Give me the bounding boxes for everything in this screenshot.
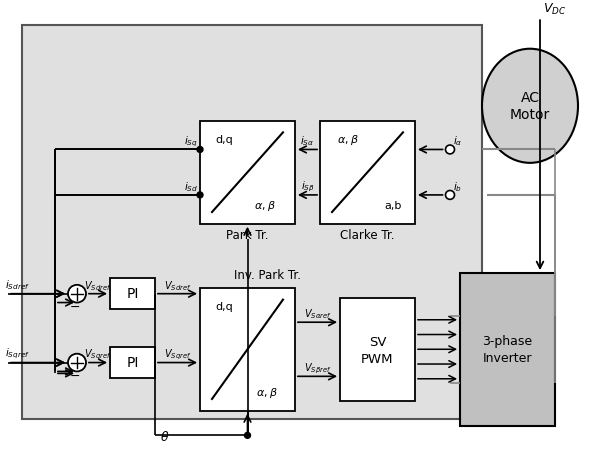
- Text: SV: SV: [369, 336, 386, 349]
- Bar: [22, 25, 482, 419]
- Bar: [200, 288, 295, 411]
- Circle shape: [445, 191, 455, 199]
- Text: Motor: Motor: [510, 108, 550, 122]
- Text: d,q: d,q: [215, 303, 233, 313]
- Text: $V_{Sqref}$: $V_{Sqref}$: [164, 347, 191, 362]
- Text: −: −: [70, 301, 80, 314]
- Text: $\theta$: $\theta$: [160, 430, 169, 444]
- Text: $\alpha,\beta$: $\alpha,\beta$: [256, 386, 278, 400]
- Text: $V_{DC}$: $V_{DC}$: [543, 2, 566, 17]
- Bar: [340, 298, 415, 401]
- Text: $i_\alpha$: $i_\alpha$: [453, 135, 463, 149]
- Circle shape: [197, 147, 203, 153]
- Text: Clarke Tr.: Clarke Tr.: [340, 229, 395, 242]
- Text: $\alpha,\beta$: $\alpha,\beta$: [337, 133, 359, 147]
- Text: $V_{S\alpha ref}$: $V_{S\alpha ref}$: [304, 308, 331, 321]
- Text: $i_{Sd}$: $i_{Sd}$: [184, 180, 198, 194]
- Bar: [200, 121, 295, 224]
- Bar: [110, 278, 155, 309]
- Text: $i_{Sq}$: $i_{Sq}$: [184, 134, 198, 149]
- Bar: [320, 121, 415, 224]
- Text: $V_{Sdref}$: $V_{Sdref}$: [84, 279, 112, 293]
- Text: AC: AC: [521, 91, 539, 105]
- Text: PI: PI: [127, 287, 139, 301]
- Text: $V_{S\beta ref}$: $V_{S\beta ref}$: [304, 361, 331, 376]
- Text: Park Tr.: Park Tr.: [226, 229, 269, 242]
- Text: PWM: PWM: [361, 353, 394, 366]
- Text: $i_{S\beta}$: $i_{S\beta}$: [301, 180, 314, 194]
- Text: Inverter: Inverter: [483, 351, 532, 365]
- Text: −: −: [70, 370, 80, 383]
- Circle shape: [245, 432, 251, 438]
- Text: $V_{Sqref}$: $V_{Sqref}$: [84, 347, 112, 362]
- Text: d,q: d,q: [215, 135, 233, 145]
- Text: PI: PI: [127, 356, 139, 370]
- Bar: [110, 347, 155, 378]
- Circle shape: [445, 145, 455, 154]
- Text: $i_{S\alpha}$: $i_{S\alpha}$: [301, 135, 314, 149]
- Bar: [460, 273, 555, 425]
- Circle shape: [68, 285, 86, 303]
- Text: $i_{Sdref}$: $i_{Sdref}$: [5, 278, 30, 292]
- Text: $V_{Sdref}$: $V_{Sdref}$: [164, 279, 191, 293]
- Text: 3-phase: 3-phase: [482, 335, 533, 348]
- Text: $\alpha,\beta$: $\alpha,\beta$: [254, 199, 276, 213]
- Circle shape: [68, 354, 86, 372]
- Text: $i_b$: $i_b$: [453, 180, 462, 194]
- Text: a,b: a,b: [385, 201, 401, 211]
- Text: Inv. Park Tr.: Inv. Park Tr.: [234, 270, 301, 282]
- Ellipse shape: [482, 49, 578, 163]
- Text: $i_{Sqref}$: $i_{Sqref}$: [5, 346, 30, 361]
- Circle shape: [197, 192, 203, 198]
